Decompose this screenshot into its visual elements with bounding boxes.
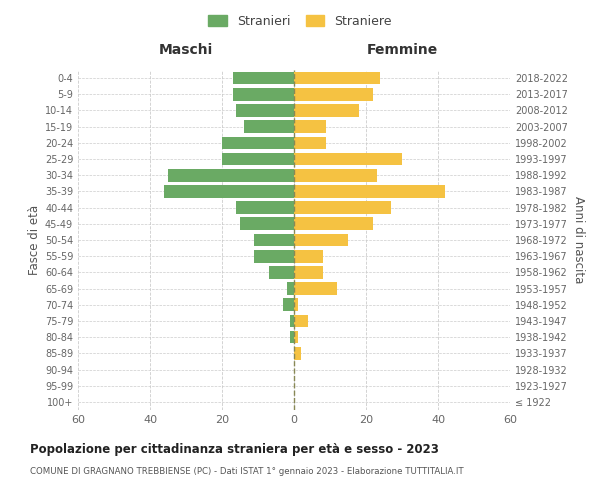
- Bar: [294, 72, 380, 85]
- Y-axis label: Anni di nascita: Anni di nascita: [572, 196, 584, 284]
- Text: Popolazione per cittadinanza straniera per età e sesso - 2023: Popolazione per cittadinanza straniera p…: [30, 442, 439, 456]
- Bar: [240, 218, 294, 230]
- Bar: [287, 282, 294, 295]
- Bar: [233, 72, 294, 85]
- Text: COMUNE DI GRAGNANO TREBBIENSE (PC) - Dati ISTAT 1° gennaio 2023 - Elaborazione T: COMUNE DI GRAGNANO TREBBIENSE (PC) - Dat…: [30, 468, 464, 476]
- Bar: [294, 266, 323, 278]
- Text: Maschi: Maschi: [159, 43, 213, 57]
- Bar: [236, 202, 294, 214]
- Bar: [254, 250, 294, 262]
- Bar: [294, 202, 391, 214]
- Bar: [294, 234, 348, 246]
- Bar: [222, 136, 294, 149]
- Bar: [294, 298, 298, 311]
- Bar: [294, 120, 326, 133]
- Bar: [294, 169, 377, 181]
- Bar: [294, 250, 323, 262]
- Bar: [168, 169, 294, 181]
- Legend: Stranieri, Straniere: Stranieri, Straniere: [205, 11, 395, 32]
- Bar: [294, 347, 301, 360]
- Bar: [294, 88, 373, 101]
- Bar: [294, 282, 337, 295]
- Bar: [294, 314, 308, 328]
- Bar: [269, 266, 294, 278]
- Bar: [164, 185, 294, 198]
- Bar: [254, 234, 294, 246]
- Bar: [294, 104, 359, 117]
- Bar: [294, 136, 326, 149]
- Bar: [294, 218, 373, 230]
- Bar: [283, 298, 294, 311]
- Bar: [233, 88, 294, 101]
- Bar: [244, 120, 294, 133]
- Bar: [222, 152, 294, 166]
- Bar: [294, 331, 298, 344]
- Bar: [236, 104, 294, 117]
- Y-axis label: Fasce di età: Fasce di età: [28, 205, 41, 275]
- Bar: [290, 314, 294, 328]
- Bar: [290, 331, 294, 344]
- Bar: [294, 185, 445, 198]
- Text: Femmine: Femmine: [367, 43, 437, 57]
- Bar: [294, 152, 402, 166]
